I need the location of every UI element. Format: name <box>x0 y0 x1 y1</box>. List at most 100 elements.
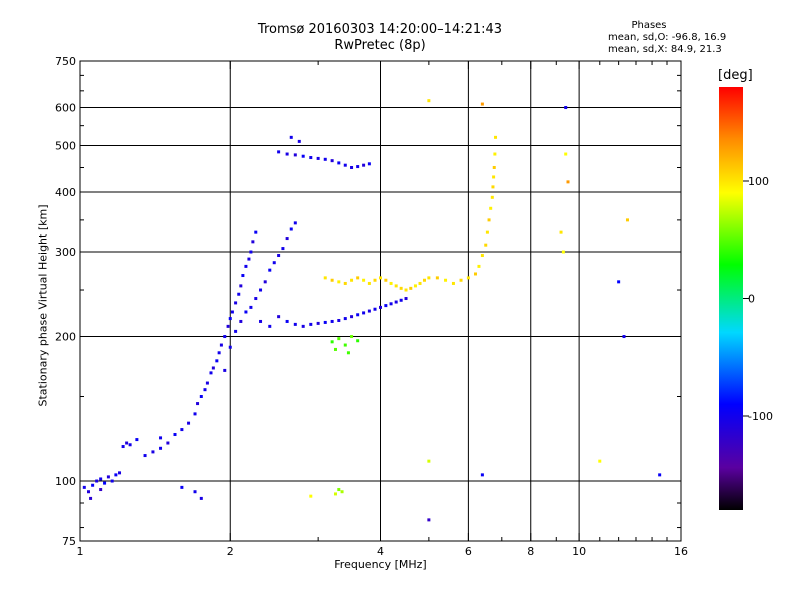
scatter-point <box>492 175 496 179</box>
x-tick-label: 1 <box>77 545 84 558</box>
scatter-point <box>362 163 366 167</box>
scatter-point <box>173 433 177 437</box>
colorbar-label: [deg] <box>718 68 753 83</box>
scatter-point <box>356 165 360 169</box>
scatter-point <box>301 154 305 158</box>
scatter-point <box>373 307 377 311</box>
scatter-point <box>466 276 470 280</box>
scatter-point <box>281 247 285 251</box>
scatter-point <box>118 471 122 475</box>
scatter-point <box>285 319 289 323</box>
scatter-point <box>356 276 360 280</box>
gridlines <box>80 61 681 541</box>
scatter-point <box>323 320 327 324</box>
scatter-point <box>247 257 251 261</box>
scatter-point <box>249 250 253 254</box>
scatter-point <box>350 278 354 282</box>
colorbar-ticks: 100 0 -100 <box>743 175 773 423</box>
scatter-point <box>337 280 341 284</box>
scatter-point <box>330 319 334 323</box>
scatter-point <box>293 322 297 326</box>
x-tick-label: 16 <box>674 545 688 558</box>
scatter-point <box>413 284 417 288</box>
scatter-point <box>103 481 107 485</box>
scatter-point <box>199 395 203 399</box>
scatter-point <box>564 106 568 110</box>
y-tick-label: 400 <box>55 186 76 199</box>
scatter-point <box>362 278 366 282</box>
scatter-point <box>268 324 272 328</box>
scatter-point <box>128 443 132 447</box>
scatter-point <box>219 343 223 347</box>
scatter-point <box>418 281 422 285</box>
scatter-point <box>254 297 258 301</box>
y-tick-label: 200 <box>55 331 76 344</box>
scatter-point <box>367 309 371 313</box>
scatter-point <box>564 152 568 156</box>
scatter-point <box>490 195 494 199</box>
scatter-point <box>323 157 327 161</box>
y-tick-label: 600 <box>55 102 76 115</box>
scatter-point <box>95 479 99 483</box>
scatter-point <box>346 351 350 355</box>
scatter-point <box>343 317 347 321</box>
scatter-point <box>277 315 281 319</box>
scatter-point <box>259 319 263 323</box>
scatter-point <box>193 490 197 494</box>
scatter-point <box>492 165 496 169</box>
scatter-point <box>196 402 200 406</box>
scatter-point <box>244 310 248 314</box>
scatter-point <box>323 276 327 280</box>
scatter-point <box>559 230 563 234</box>
scatter-point <box>289 135 293 139</box>
colorbar <box>719 87 743 510</box>
scatter-point <box>234 301 238 305</box>
scatter-point <box>337 318 341 322</box>
y-tick-label: 500 <box>55 140 76 153</box>
scatter-point <box>309 156 313 160</box>
scatter-point <box>285 152 289 156</box>
scatter-point <box>343 343 347 347</box>
scatter-point <box>337 337 341 341</box>
scatter-point <box>285 237 289 241</box>
scatter-point <box>489 206 493 210</box>
y-tick-label: 300 <box>55 246 76 259</box>
scatter-point <box>180 428 184 432</box>
scatter-point <box>187 421 191 425</box>
scatter-point <box>409 286 413 290</box>
legend-line-o: mean, sd,O: -96.8, 16.9 <box>608 32 727 43</box>
scatter-point <box>480 473 484 477</box>
scatter-point <box>480 254 484 258</box>
scatter-point <box>82 485 86 489</box>
scatter-point <box>234 329 238 333</box>
scatter-point <box>459 278 463 282</box>
scatter-point <box>384 304 388 308</box>
scatter-point <box>215 359 219 363</box>
scatter-point <box>159 446 163 450</box>
scatter-point <box>622 335 626 339</box>
scatter-point <box>350 335 354 339</box>
scatter-point <box>209 371 213 375</box>
scatter-point <box>228 345 232 349</box>
scatter-point <box>159 436 163 440</box>
scatter-point <box>493 152 497 156</box>
scatter-point <box>617 280 621 284</box>
y-tick-label: 100 <box>55 475 76 488</box>
scatter-point <box>491 185 495 189</box>
scatter-point <box>484 243 488 247</box>
chart-title: Tromsø 20160303 14:20:00–14:21:43 <box>257 22 503 37</box>
scatter-point <box>444 278 448 282</box>
y-axis-label: Stationary phase Virtual Height [km] <box>36 204 50 407</box>
scatter-point <box>203 388 207 392</box>
scatter-point <box>340 490 344 494</box>
scatter-point <box>301 324 305 328</box>
scatter-point <box>151 450 155 454</box>
scatter-point <box>330 340 334 344</box>
scatter-point <box>343 163 347 167</box>
scatter-point <box>89 496 93 500</box>
scatter-point <box>337 161 341 165</box>
scatter-point <box>427 99 431 103</box>
scatter-point <box>143 454 147 458</box>
scatter-point <box>389 281 393 285</box>
